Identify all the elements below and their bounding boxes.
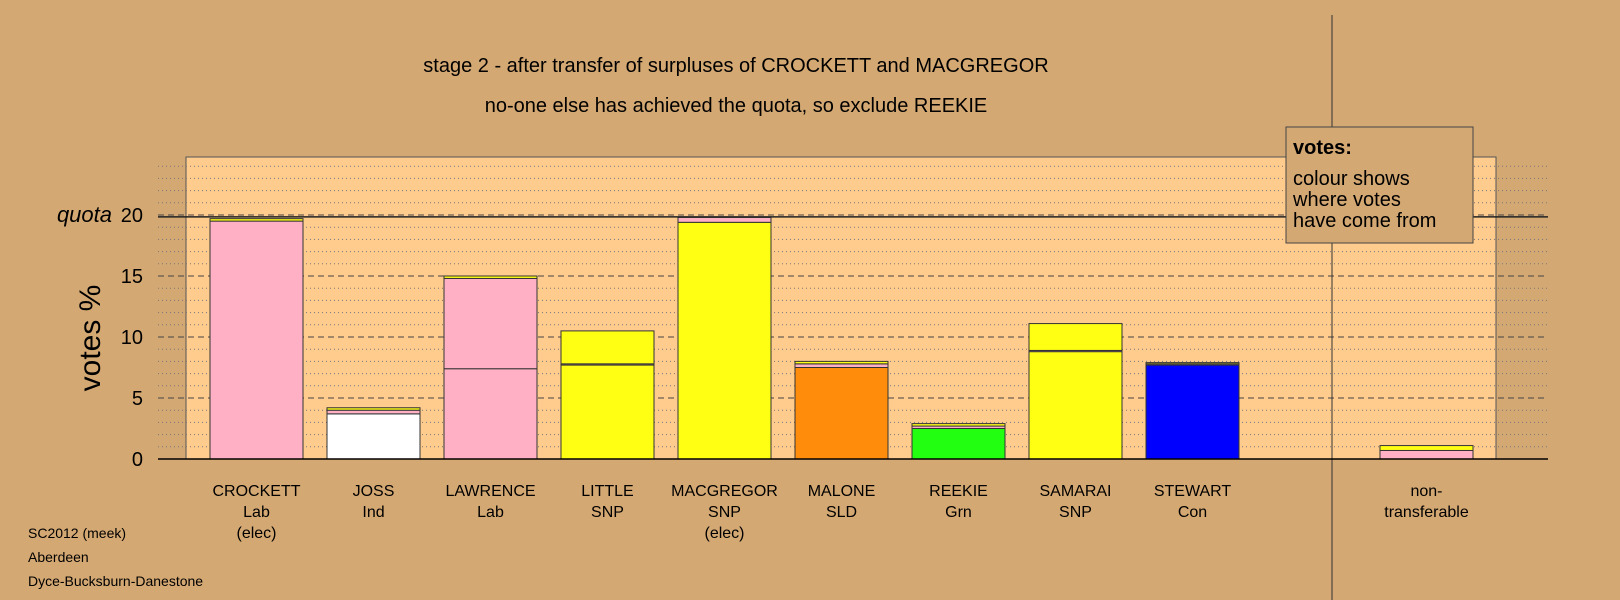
footer-election: SC2012 (meek) [28,525,127,541]
y-tick-label: 20 [121,205,143,227]
candidate-party-joss: Ind [362,504,384,521]
bar-macgregor-segment [677,216,772,223]
candidate-party-stewart: Con [1178,504,1207,521]
candidate-name-reekie: REEKIE [929,483,988,500]
candidate-name-macgregor: MACGREGOR [671,483,778,500]
bar-stewart-segment [1145,364,1240,460]
candidate-note-macgregor: (elec) [704,525,744,542]
footer-ward: Dyce-Bucksburn-Danestone [28,573,204,589]
candidate-name-samarai: SAMARAI [1039,483,1111,500]
nontransferable-label: non- [1410,483,1442,500]
quota-label: quota [57,202,112,227]
candidate-name-crockett: CROCKETT [213,483,301,500]
legend-title: votes: [1293,137,1352,159]
legend-text: have come from [1293,210,1436,232]
bar-little-segment [560,364,655,460]
y-axis-label: votes % [74,285,107,392]
legend-box [1285,126,1474,244]
candidate-party-little: SNP [591,504,624,521]
legend-text: where votes [1292,189,1401,211]
bar-malone-segment [794,360,889,365]
bar-reekie-segment [911,423,1006,427]
candidate-name-lawrence: LAWRENCE [445,483,535,500]
candidate-name-stewart: STEWART [1154,483,1232,500]
bar-malone-segment [794,367,889,460]
candidate-name-little: LITTLE [581,483,633,500]
bar-little-segment [560,330,655,365]
bar-nontransferable-segment [1379,449,1474,460]
bar-lawrence-segment [443,277,538,370]
candidate-party-malone: SLD [826,504,857,521]
candidate-party-reekie: Grn [945,504,972,521]
bar-samarai-segment [1028,351,1123,460]
bar-stewart-segment [1145,362,1240,365]
bar-joss-segment [326,407,421,411]
candidate-party-lawrence: Lab [477,504,504,521]
y-tick-label: 0 [132,449,143,471]
bar-lawrence-segment [443,275,538,279]
bar-nontransferable-segment [1379,445,1474,451]
candidate-name-joss: JOSS [353,483,395,500]
y-tick-label: 10 [121,327,143,349]
bar-crockett-segment [209,218,304,222]
bar-reekie-segment [911,428,1006,460]
bar-joss-segment [326,409,421,415]
candidate-party-crockett: Lab [243,504,270,521]
candidate-party-macgregor: SNP [708,504,741,521]
bar-crockett-segment [209,220,304,460]
chart-subtitle: no-one else has achieved the quota, so e… [485,95,988,117]
nontransferable-label: transferable [1384,504,1469,521]
candidate-party-samarai: SNP [1059,504,1092,521]
y-tick-label: 15 [121,266,143,288]
bar-lawrence-segment [443,368,538,460]
candidate-name-malone: MALONE [808,483,876,500]
bar-malone-segment [794,363,889,368]
bar-macgregor-segment [677,221,772,460]
legend-text: colour shows [1293,168,1410,190]
candidate-note-crockett: (elec) [236,525,276,542]
y-tick-label: 5 [132,388,143,410]
footer-council: Aberdeen [28,549,89,565]
bar-samarai-segment [1028,323,1123,351]
bar-joss-segment [326,413,421,460]
chart-title: stage 2 - after transfer of surpluses of… [423,55,1048,77]
